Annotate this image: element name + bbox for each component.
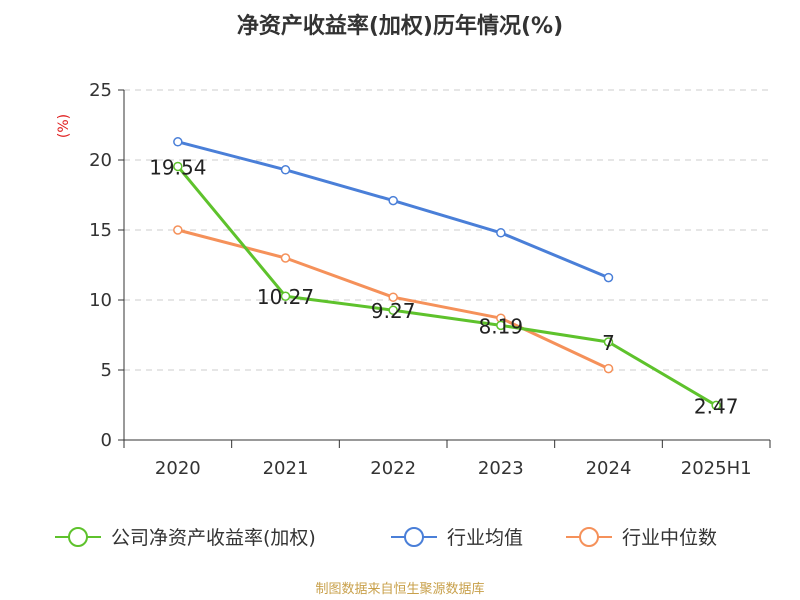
- x-tick-label: 2024: [586, 458, 632, 479]
- data-point: [603, 363, 614, 374]
- data-point: [388, 305, 398, 315]
- legend-marker: [68, 527, 88, 547]
- x-tick-label: 2025H1: [681, 458, 752, 479]
- legend: 公司净资产收益率(加权) 行业均值 行业中位数: [55, 527, 717, 549]
- series-line: [177, 140, 610, 279]
- data-labels: 19.54 10.27 9.27 8.19 7 2.47: [149, 155, 738, 418]
- data-label: 19.54: [149, 155, 206, 179]
- data-point: [173, 225, 183, 235]
- data-label: 9.27: [371, 299, 416, 323]
- y-tick-label: 0: [101, 430, 112, 451]
- data-point: [603, 272, 614, 283]
- legend-marker: [579, 527, 599, 547]
- data-point: [496, 228, 506, 238]
- y-tick-label: 20: [89, 150, 112, 171]
- gridlines: [124, 89, 770, 371]
- x-tick-label: 2020: [155, 458, 201, 479]
- data-point: [388, 195, 398, 206]
- data-label: 10.27: [257, 285, 314, 309]
- y-tick-label: 25: [89, 80, 112, 101]
- data-point: [711, 400, 721, 411]
- data-point: [280, 253, 291, 263]
- series-line: [176, 165, 717, 407]
- legend-label: 公司净资产收益率(加权): [111, 527, 316, 549]
- data-point: [603, 337, 614, 347]
- legend-label: 行业中位数: [622, 527, 717, 549]
- data-label: 2.47: [694, 394, 739, 418]
- data-point: [173, 137, 183, 147]
- series-lines: [173, 137, 721, 411]
- y-tick-label: 10: [89, 290, 112, 311]
- data-label: 8.19: [479, 314, 524, 338]
- y-tick-labels: 0 5 10 15 20 25: [89, 80, 112, 451]
- x-tick-label: 2023: [478, 458, 524, 479]
- y-tick-label: 5: [101, 360, 112, 381]
- chart-title: 净资产收益率(加权)历年情况(%): [236, 14, 564, 39]
- x-tick-labels: 2020 2021 2022 2023 2024 2025H1: [155, 458, 752, 479]
- legend-marker: [404, 527, 424, 547]
- y-tick-label: 15: [89, 220, 112, 241]
- data-point: [280, 291, 291, 301]
- source-note: 制图数据来自恒生聚源数据库: [315, 582, 485, 597]
- data-point: [280, 165, 291, 175]
- y-axis-label: (%): [56, 114, 72, 138]
- data-label: 7: [602, 331, 615, 355]
- data-point: [496, 320, 506, 331]
- x-tick-label: 2021: [263, 458, 309, 479]
- data-point: [388, 292, 398, 302]
- legend-label: 行业均值: [447, 527, 523, 549]
- axes: [118, 89, 771, 448]
- data-point: [173, 161, 183, 172]
- x-tick-label: 2022: [370, 458, 416, 479]
